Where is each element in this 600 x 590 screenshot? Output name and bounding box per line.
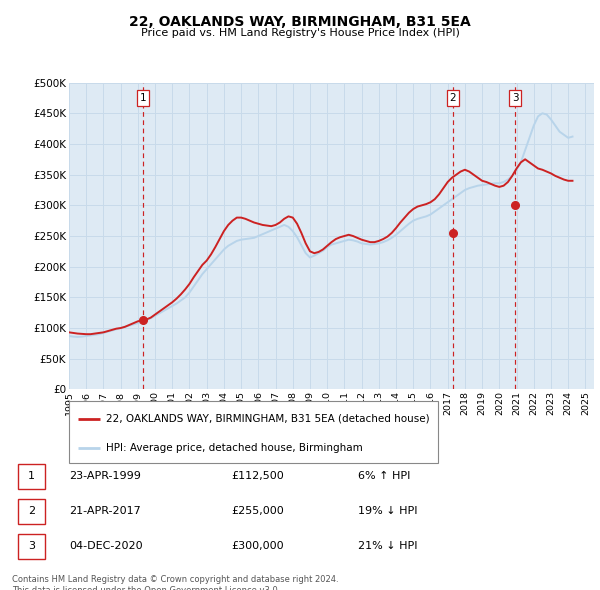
Text: 1: 1 <box>28 471 35 481</box>
Text: 3: 3 <box>512 93 518 103</box>
Text: 1: 1 <box>140 93 146 103</box>
Text: 23-APR-1999: 23-APR-1999 <box>70 471 142 481</box>
FancyBboxPatch shape <box>18 499 46 524</box>
Text: 2: 2 <box>450 93 457 103</box>
Text: 19% ↓ HPI: 19% ↓ HPI <box>358 506 417 516</box>
Text: £300,000: £300,000 <box>231 541 284 551</box>
FancyBboxPatch shape <box>69 401 438 463</box>
FancyBboxPatch shape <box>18 533 46 559</box>
Text: HPI: Average price, detached house, Birmingham: HPI: Average price, detached house, Birm… <box>106 442 362 453</box>
Text: 22, OAKLANDS WAY, BIRMINGHAM, B31 5EA (detached house): 22, OAKLANDS WAY, BIRMINGHAM, B31 5EA (d… <box>106 414 430 424</box>
FancyBboxPatch shape <box>18 464 46 489</box>
Text: 3: 3 <box>28 541 35 551</box>
Text: 22, OAKLANDS WAY, BIRMINGHAM, B31 5EA: 22, OAKLANDS WAY, BIRMINGHAM, B31 5EA <box>129 15 471 29</box>
Text: £255,000: £255,000 <box>231 506 284 516</box>
Text: 21-APR-2017: 21-APR-2017 <box>70 506 142 516</box>
Text: Price paid vs. HM Land Registry's House Price Index (HPI): Price paid vs. HM Land Registry's House … <box>140 28 460 38</box>
Text: 2: 2 <box>28 506 35 516</box>
Text: 21% ↓ HPI: 21% ↓ HPI <box>358 541 417 551</box>
Text: Contains HM Land Registry data © Crown copyright and database right 2024.
This d: Contains HM Land Registry data © Crown c… <box>12 575 338 590</box>
Text: £112,500: £112,500 <box>231 471 284 481</box>
Text: 04-DEC-2020: 04-DEC-2020 <box>70 541 143 551</box>
Text: 6% ↑ HPI: 6% ↑ HPI <box>358 471 410 481</box>
